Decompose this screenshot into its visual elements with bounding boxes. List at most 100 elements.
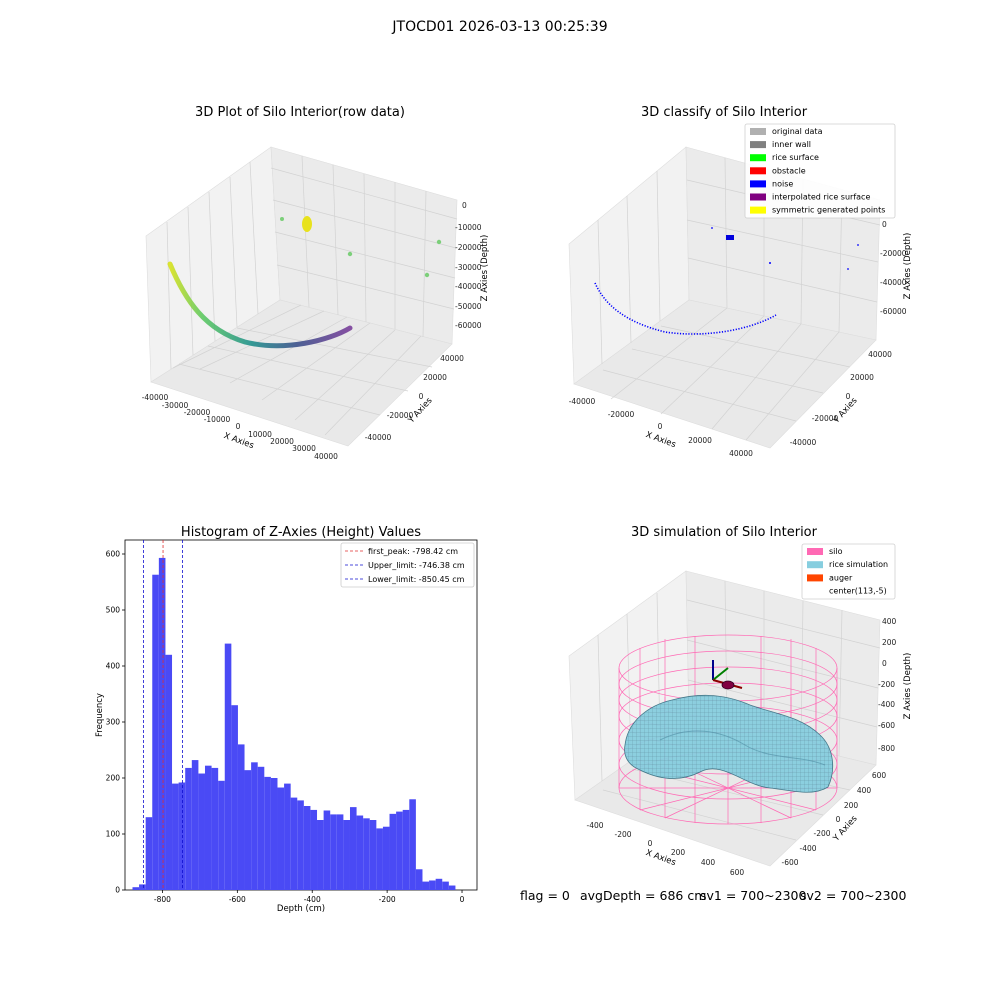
hist-y-tick-label: 100 [106, 830, 121, 839]
hist-bar [435, 878, 443, 890]
hist-bar [178, 782, 186, 890]
classify-z-tick: 0 [882, 220, 887, 229]
panel-classify-3d: 3D classify of Silo Interior -40000 -200… [568, 105, 913, 458]
hist-bar [382, 826, 390, 890]
sim-y-tick: 400 [857, 786, 872, 795]
sim-x-tick: 200 [671, 848, 686, 857]
raw-outlier-point [424, 272, 430, 278]
hist-bar [251, 762, 258, 890]
raw-z-tick: 0 [462, 201, 467, 210]
classify-y-tick: 40000 [868, 350, 892, 359]
hist-x-tick-label: 0 [460, 895, 465, 904]
legend-swatch [750, 167, 766, 175]
raw-data-arc [167, 261, 353, 349]
hist-y-tick-label: 400 [106, 662, 121, 671]
classify-x-tick: 40000 [729, 449, 753, 458]
sim-x-tick: 0 [648, 839, 653, 848]
hist-bar [165, 654, 173, 890]
hist-y-tick-label: 0 [115, 886, 120, 895]
hist-y-tick-label: 500 [106, 606, 121, 615]
sim-x-tick: 400 [701, 858, 716, 867]
hist-bar [244, 770, 252, 890]
sim-y-tick: 200 [844, 801, 859, 810]
sim-y-tick: 0 [836, 815, 841, 824]
legend-swatch [750, 141, 766, 149]
hist-x-ticks: -800 -600 -400 -200 0 [154, 890, 465, 904]
raw-x-tick: -30000 [162, 401, 189, 410]
sim-x-tick: 600 [730, 868, 745, 877]
hist-bar [257, 766, 265, 890]
hist-bar [349, 807, 357, 890]
legend-label: center(113,-5) [829, 587, 887, 596]
sim-x-tick: -400 [586, 821, 603, 830]
hist-bar [448, 885, 456, 890]
hist-vlines [143, 540, 183, 890]
raw-x-tick: -40000 [142, 393, 169, 402]
classify-noise-point [711, 227, 713, 229]
classify-y-tick: 0 [846, 392, 851, 401]
raw-z-tick: -30000 [455, 263, 482, 272]
legend-swatch [807, 574, 823, 582]
hist-bar [198, 773, 205, 890]
hist-bar [191, 760, 199, 890]
raw-y-tick: -40000 [365, 433, 392, 442]
hist-bar [290, 797, 298, 890]
classify-x-tick: 20000 [688, 436, 712, 445]
hist-bar [376, 828, 383, 890]
status-flag: flag = 0 [520, 888, 570, 903]
raw-x-tick: 20000 [270, 437, 294, 446]
hist-bar [277, 787, 285, 890]
hist-bar [145, 817, 153, 890]
hist-bar [270, 778, 278, 890]
legend-swatch [807, 548, 823, 555]
hist-x-tick-label: -200 [379, 895, 396, 904]
hist-bar [152, 574, 159, 890]
raw-outlier-point [347, 251, 353, 257]
sim-y-tick: -600 [781, 858, 798, 867]
legend-swatch [750, 206, 766, 214]
raw-outlier-point [280, 217, 284, 221]
classify-noise-point [847, 268, 849, 270]
raw-z-tick: -20000 [455, 243, 482, 252]
hist-bar [284, 783, 291, 890]
legend-label: rice surface [772, 153, 819, 162]
status-sv1: sv1 = 700~2300 [700, 888, 807, 903]
hist-bar [389, 813, 397, 890]
simulation-legend: silo rice simulation auger center(113,-5) [801, 543, 896, 600]
hist-bar [185, 767, 192, 890]
raw-z-tick: -40000 [455, 282, 482, 291]
hist-legend-label: Lower_limit: -850.45 cm [368, 575, 465, 584]
hist-bar [264, 776, 271, 890]
classify-z-tick: -40000 [880, 278, 907, 287]
panel-raw-3d: 3D Plot of Silo Interior(row data) [142, 105, 490, 461]
hist-bar [363, 818, 370, 890]
raw-x-tick: -20000 [184, 408, 211, 417]
legend-label: obstacle [772, 166, 806, 175]
classify-y-tick: 20000 [850, 373, 874, 382]
sim-z-tick: -400 [878, 700, 895, 709]
legend-swatch [750, 180, 766, 188]
hist-bar [356, 815, 364, 890]
raw-z-tick: -10000 [455, 223, 482, 232]
legend-label: original data [772, 127, 823, 136]
hist-bar [218, 780, 225, 890]
sim-z-tick: 400 [882, 617, 897, 626]
classify-x-tick: -20000 [608, 410, 635, 419]
raw-z-tick: -50000 [455, 302, 482, 311]
raw-plot-title: 3D Plot of Silo Interior(row data) [195, 105, 405, 120]
legend-label: noise [772, 179, 793, 188]
raw-x-tick: 30000 [292, 444, 316, 453]
hist-y-tick-label: 300 [106, 718, 121, 727]
status-avg-depth: avgDepth = 686 cm [580, 888, 707, 903]
classify-noise-arc [594, 282, 777, 335]
classify-x-tick: 0 [658, 422, 663, 431]
hist-bar [396, 811, 403, 890]
hist-y-ticks: 0 100 200 300 400 500 600 [106, 550, 125, 895]
simulation-plot-title: 3D simulation of Silo Interior [631, 525, 818, 540]
classify-y-tick: -40000 [790, 438, 817, 447]
raw-z-axis-label: Z Axies (Depth) [480, 235, 490, 302]
sim-y-tick: -400 [799, 844, 816, 853]
legend-label: symmetric generated points [772, 206, 885, 215]
auger-marker [712, 660, 743, 690]
